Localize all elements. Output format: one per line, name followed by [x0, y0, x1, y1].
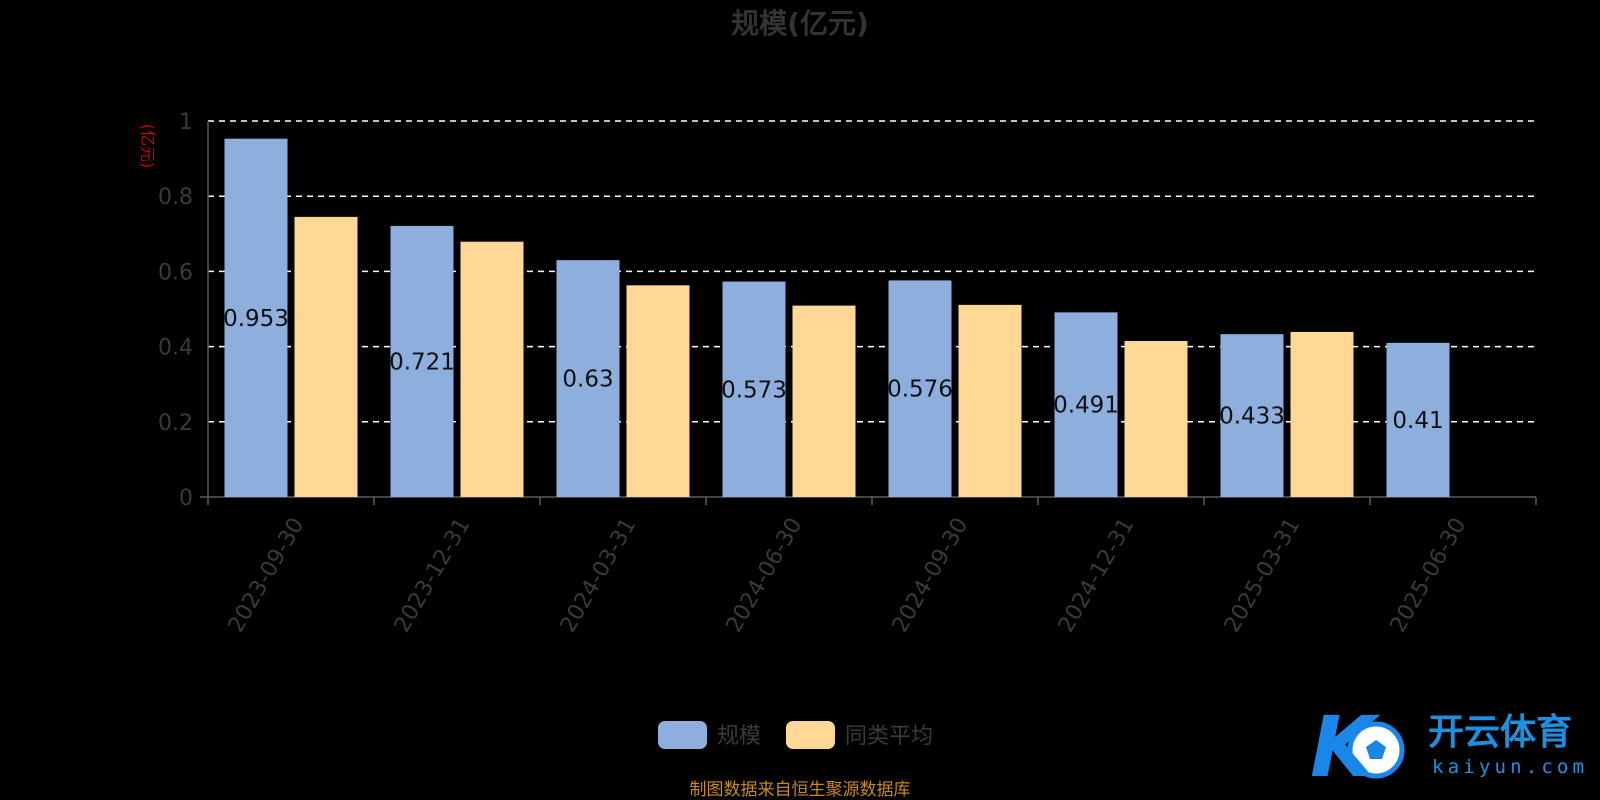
bar-peer-average — [792, 305, 856, 497]
y-tick-label: 0.4 — [158, 336, 193, 361]
data-label: 0.41 — [1392, 408, 1443, 434]
x-tick-labels: 2023-09-30 2023-12-31 2024-03-31 2024-06-30… — [224, 514, 1472, 637]
bar-scale — [1220, 334, 1284, 497]
source-note: 制图数据来自恒生聚源数据库 — [690, 780, 911, 800]
x-tick-label: 2024-06-30 — [722, 514, 808, 637]
data-label: 0.721 — [389, 349, 455, 375]
bar-scale — [888, 280, 952, 497]
y-tick-labels: 0 0.2 0.4 0.6 0.8 1 — [158, 110, 193, 511]
y-axis-unit-label: (亿元) — [138, 124, 157, 169]
logo-english-text: kaiyun.com — [1432, 756, 1584, 778]
y-tick-label: 1 — [179, 110, 193, 135]
y-tick-label: 0.6 — [158, 260, 193, 285]
x-tick-label: 2025-06-30 — [1386, 514, 1472, 637]
legend-label: 规模 — [717, 724, 761, 749]
bar-scale — [224, 138, 288, 497]
x-tick-label: 2023-09-30 — [224, 514, 310, 637]
x-tick-label: 2025-03-31 — [1220, 514, 1306, 637]
ball-pattern — [1366, 740, 1386, 759]
legend-swatch — [786, 721, 835, 749]
legend-swatch — [658, 721, 707, 749]
bars — [224, 138, 1450, 498]
data-label: 0.576 — [887, 377, 953, 403]
y-tick-label: 0 — [179, 486, 193, 511]
data-label: 0.953 — [223, 306, 289, 332]
bar-peer-average — [294, 216, 358, 497]
data-label: 0.63 — [562, 367, 613, 393]
data-label: 0.573 — [721, 377, 787, 403]
bar-scale — [1054, 312, 1118, 497]
bar-scale — [722, 281, 786, 497]
chart-title: 规模(亿元) — [731, 7, 869, 40]
data-labels: 0.953 0.721 0.63 0.573 0.576 0.491 0.433 0.41 — [223, 306, 1444, 434]
logo-chinese-text: 开云体育 — [1428, 712, 1572, 753]
bar-peer-average — [1124, 340, 1188, 497]
logo-k-mark: K — [1310, 698, 1381, 796]
bar-peer-average — [1290, 331, 1354, 497]
y-tick-label: 0.8 — [158, 185, 193, 210]
legend-label: 同类平均 — [845, 724, 933, 749]
bar-peer-average — [958, 304, 1022, 497]
x-tick-label: 2024-09-30 — [888, 514, 974, 637]
x-tick-label: 2024-12-31 — [1054, 514, 1140, 637]
data-label: 0.433 — [1219, 404, 1285, 430]
bar-scale — [390, 225, 454, 498]
watermark-logo: K 开云体育 kaiyun.com — [1310, 698, 1584, 796]
bar-peer-average — [626, 285, 690, 497]
x-tick-label: 2023-12-31 — [390, 514, 476, 637]
data-label: 0.491 — [1053, 393, 1119, 419]
x-tick-label: 2024-03-31 — [556, 514, 642, 637]
legend: 规模 同类平均 — [658, 721, 933, 749]
y-tick-label: 0.2 — [158, 411, 193, 436]
bar-peer-average — [460, 241, 524, 497]
bar-scale — [556, 260, 620, 497]
bar-scale — [1386, 342, 1450, 497]
